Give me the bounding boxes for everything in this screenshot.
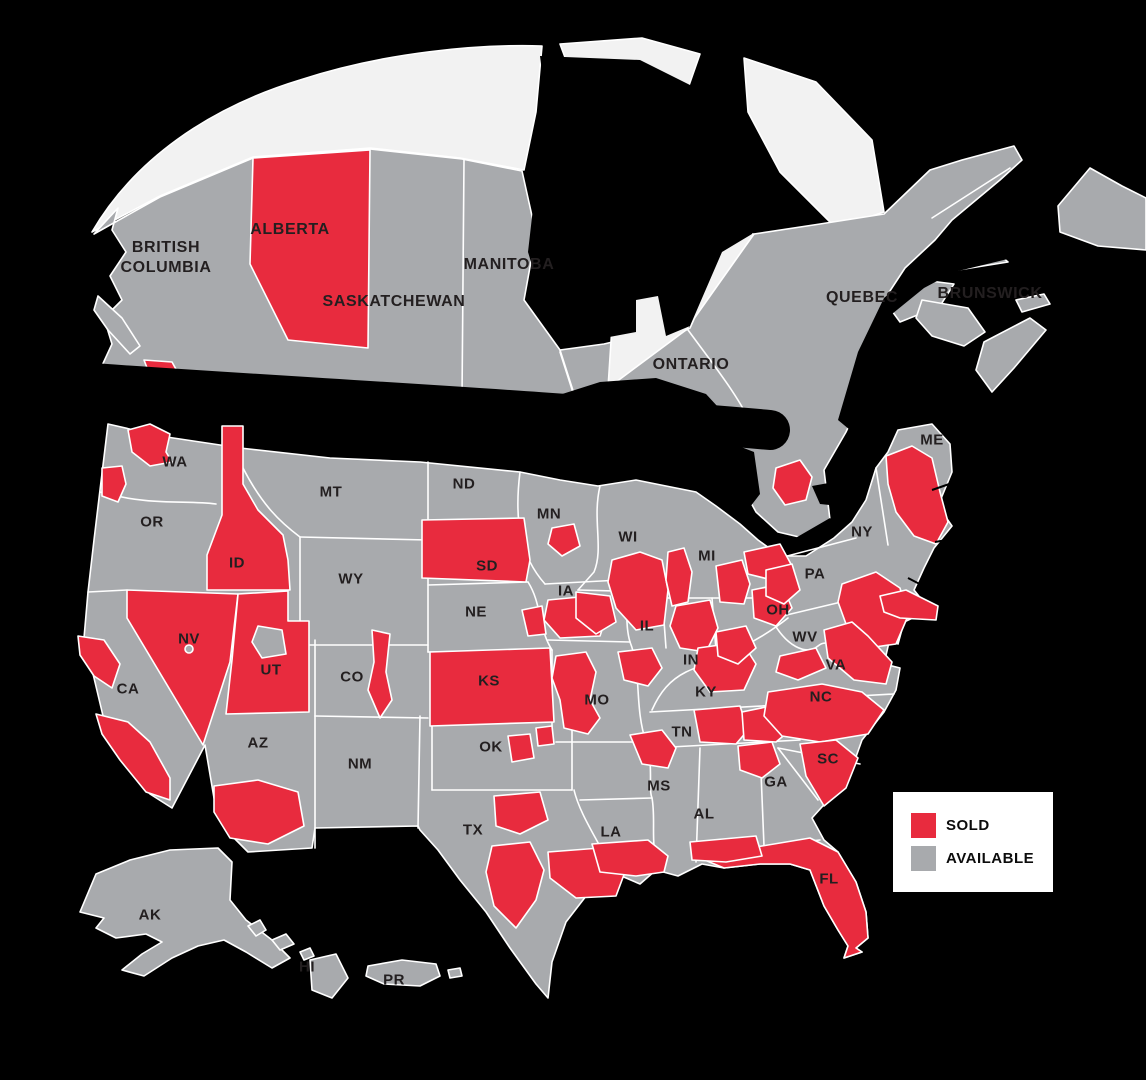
legend-available-label: AVAILABLE xyxy=(946,850,1035,867)
toronto-metro-shape xyxy=(772,459,813,506)
st-louis-metro xyxy=(617,647,663,687)
dfw-metro xyxy=(493,791,549,835)
pei-shape xyxy=(1015,293,1051,313)
kansas-shape xyxy=(429,647,555,727)
southwest-virginia-metro xyxy=(775,647,827,681)
socal-metro xyxy=(95,713,171,801)
nyc-long-island-metro xyxy=(879,589,939,621)
callout-ticks xyxy=(889,481,959,663)
west-missouri-metro xyxy=(551,651,601,735)
south-dakota-shape xyxy=(421,517,531,583)
pittsburgh-metro xyxy=(765,563,801,605)
west-michigan-metro xyxy=(665,547,693,607)
sold-swatch-icon xyxy=(911,813,936,838)
new-england-metro xyxy=(885,445,949,545)
alaska-shape xyxy=(79,847,291,977)
legend-sold-label: SOLD xyxy=(946,817,990,834)
south-louisiana-metro xyxy=(591,839,669,877)
okc-metro xyxy=(507,733,535,763)
sold-metro-areas xyxy=(77,423,949,929)
new-brunswick-shape xyxy=(915,299,986,347)
memphis-metro xyxy=(629,729,677,769)
gulf-coast-metro xyxy=(689,835,763,863)
seattle-metro xyxy=(127,423,173,467)
available-swatch-icon xyxy=(911,846,936,871)
qc-nl-border xyxy=(931,167,1011,219)
austin-san-antonio-metro xyxy=(485,841,545,929)
territories-northwest-shape xyxy=(91,44,543,233)
legend-row-sold: SOLD xyxy=(911,813,1053,838)
puerto-rico-shape xyxy=(365,959,463,987)
legend: SOLD AVAILABLE xyxy=(893,792,1053,892)
lake-ontario-shape xyxy=(812,478,878,508)
portland-metro xyxy=(101,465,127,503)
idaho-shape xyxy=(206,425,291,591)
nevada-shape xyxy=(126,589,239,746)
detroit-metro xyxy=(715,559,751,605)
minneapolis-metro xyxy=(547,523,581,557)
newfoundland-shape xyxy=(1057,167,1146,251)
north-carolina-metro xyxy=(763,683,885,743)
bay-area-metro xyxy=(77,635,121,689)
cincinnati-metro xyxy=(715,625,757,665)
omaha-metro xyxy=(521,605,547,637)
central-illinois-metro xyxy=(575,591,617,635)
phoenix-metro xyxy=(213,779,305,845)
hudson-bay-shape xyxy=(528,56,758,344)
florida-shape xyxy=(694,837,869,959)
tulsa-metro xyxy=(535,725,555,747)
sk-mb-border xyxy=(461,159,465,399)
chicago-milwaukee-metro xyxy=(607,551,669,631)
front-range-metro xyxy=(367,629,393,719)
alberta-shape xyxy=(249,149,371,349)
nova-scotia-shape xyxy=(975,317,1047,393)
hawaii-shape xyxy=(247,919,349,999)
vancouver-island-shape xyxy=(93,295,141,355)
nevada-available-pocket xyxy=(184,644,194,654)
st-lawrence-shape xyxy=(838,246,1012,430)
south-carolina-coast-metro xyxy=(799,739,859,807)
utah-available-pocket xyxy=(251,625,287,659)
nashville-metro xyxy=(693,705,749,745)
virginia-metro xyxy=(823,621,893,685)
legend-row-available: AVAILABLE xyxy=(911,846,1053,871)
atlanta-metro xyxy=(737,741,781,779)
sold-states xyxy=(126,425,869,959)
